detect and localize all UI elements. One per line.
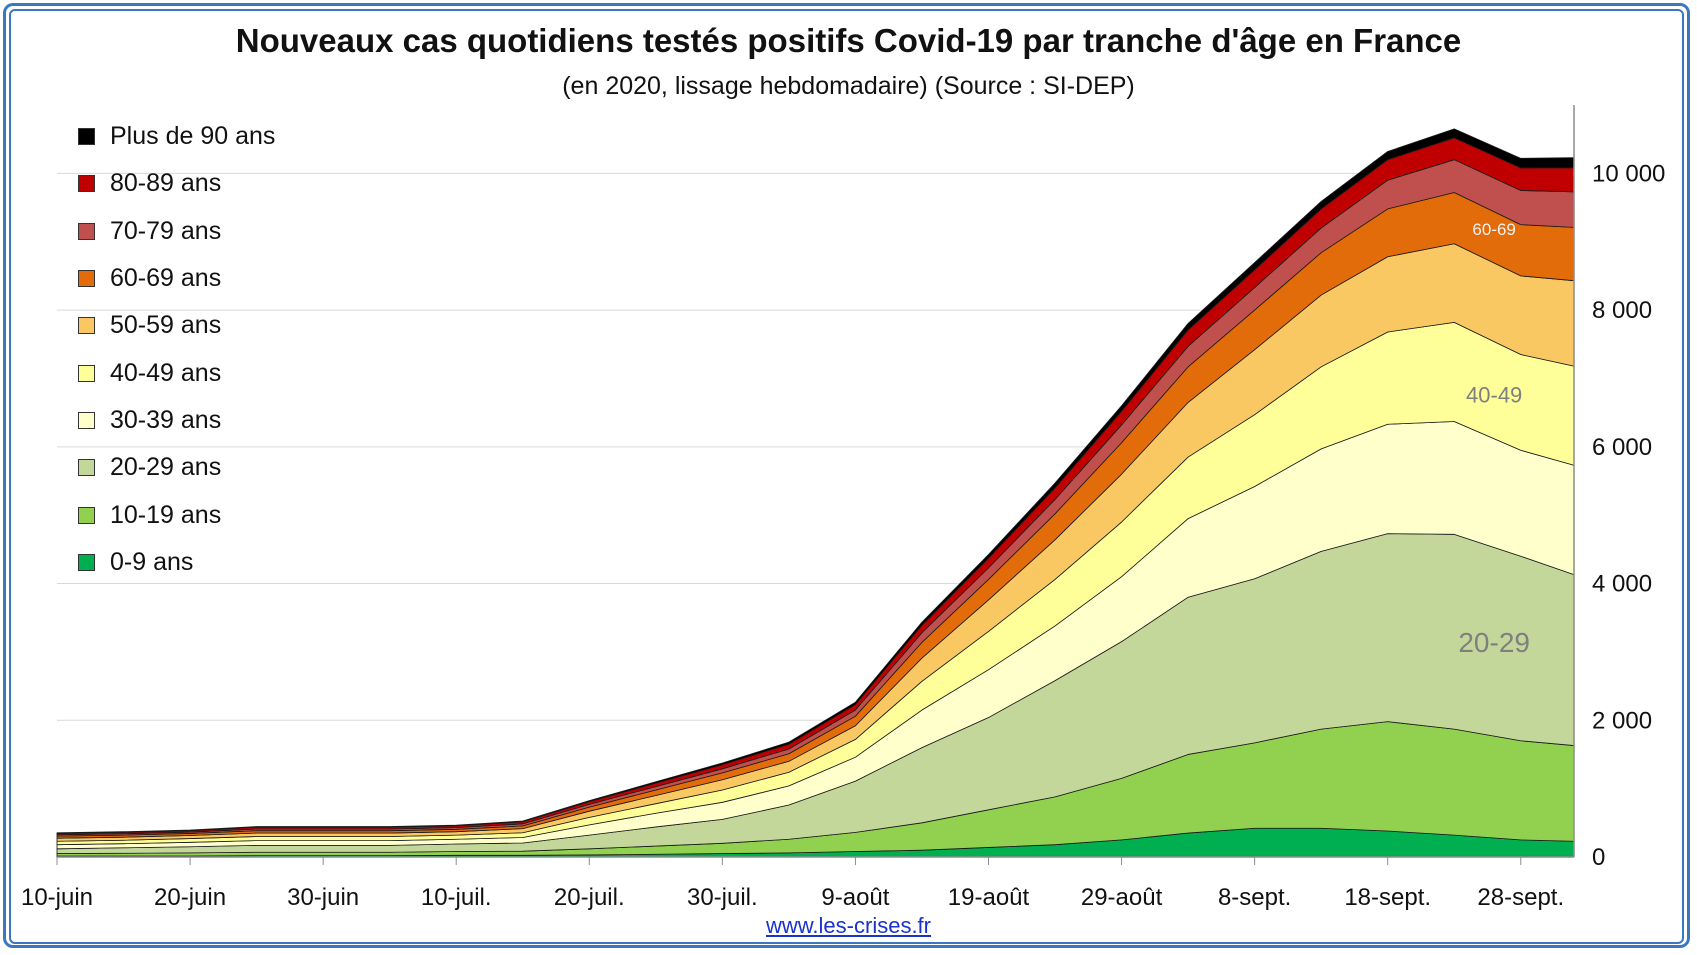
legend-item: 60-69 ans [78,255,275,302]
legend-swatch [78,270,95,288]
legend-swatch [78,222,95,240]
legend-label: 70-79 ans [110,216,222,245]
y-tick-label: 6 000 [1592,434,1652,461]
legend-swatch [78,553,95,571]
area-annotation: 20-29 [1458,627,1530,658]
legend-item: 0-9 ans [78,539,275,586]
x-tick-label: 20-juin [154,884,226,911]
legend-item: 30-39 ans [78,397,275,444]
legend-item: 20-29 ans [78,444,275,491]
chart-subtitle: (en 2020, lissage hebdomadaire) (Source … [562,72,1135,100]
source-link[interactable]: www.les-crises.fr [765,913,931,938]
legend-label: 40-49 ans [110,358,222,387]
legend-item: 40-49 ans [78,349,275,396]
legend-swatch [78,459,95,477]
y-tick-label: 0 [1592,844,1605,871]
legend-label: 50-59 ans [110,311,222,340]
x-tick-label: 8-sept. [1218,884,1291,911]
y-tick-label: 8 000 [1592,297,1652,324]
legend-label: 0-9 ans [110,547,194,576]
x-tick-label: 10-juil. [421,884,492,911]
chart-legend: Plus de 90 ans 80-89 ans 70-79 ans 60-69 an… [78,113,275,586]
x-tick-label: 30-juil. [687,884,758,911]
x-tick-label: 30-juin [287,884,359,911]
legend-item: 70-79 ans [78,208,275,255]
legend-swatch [78,317,95,335]
legend-item: 50-59 ans [78,302,275,349]
area-annotation: 60-69 [1472,220,1515,239]
y-tick-label: 10 000 [1592,160,1665,187]
legend-item: 80-89 ans [78,160,275,207]
legend-swatch [78,364,95,382]
legend-swatch [78,506,95,524]
x-tick-label: 29-août [1081,884,1163,911]
x-tick-label: 28-sept. [1477,884,1564,911]
area-annotation: 40-49 [1466,382,1522,407]
legend-item: Plus de 90 ans [78,113,275,160]
legend-label: 80-89 ans [110,169,222,198]
legend-swatch [78,175,95,193]
legend-label: 10-19 ans [110,500,222,529]
x-tick-label: 18-sept. [1344,884,1431,911]
x-tick-label: 20-juil. [554,884,625,911]
chart-inner-frame [9,9,1684,944]
legend-label: 20-29 ans [110,453,222,482]
x-tick-label: 9-août [821,884,889,911]
legend-swatch [78,128,95,146]
y-tick-label: 2 000 [1592,707,1652,734]
chart-title: Nouveaux cas quotidiens testés positifs … [235,22,1462,59]
legend-swatch [78,411,95,429]
legend-label: Plus de 90 ans [110,122,276,151]
legend-label: 60-69 ans [110,264,222,293]
legend-item: 10-19 ans [78,491,275,538]
x-tick-label: 10-juin [21,884,93,911]
legend-label: 30-39 ans [110,405,222,434]
y-tick-label: 4 000 [1592,571,1652,598]
x-tick-label: 19-août [948,884,1030,911]
